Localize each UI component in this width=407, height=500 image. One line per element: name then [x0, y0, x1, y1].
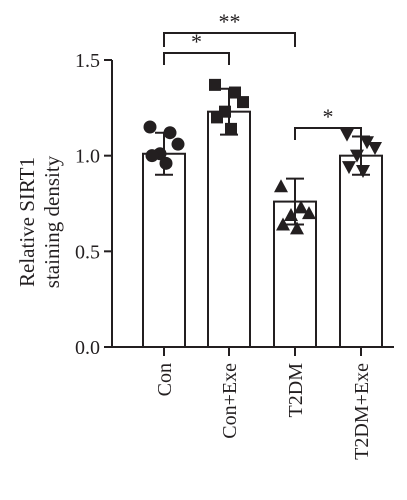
data-point-T2DM+Exe: [342, 161, 356, 175]
data-point-T2DM+Exe: [340, 128, 354, 142]
significance-bracket: *: [163, 29, 230, 65]
data-point-Con+Exe: [209, 78, 221, 91]
data-point-Con+Exe: [229, 86, 241, 99]
data-point-Con: [143, 120, 157, 134]
y-tick-label: 1.5: [75, 50, 100, 72]
x-tick-labels: Con Con+Exe T2DM T2DM+Exe: [154, 363, 373, 460]
x-tick-label: T2DM+Exe: [351, 363, 373, 460]
bar-Con: [142, 152, 186, 348]
y-tick-label: 0.0: [75, 337, 100, 359]
significance-label: *: [323, 104, 334, 129]
y-tick-label: 0.5: [75, 241, 100, 263]
data-point-T2DM+Exe: [350, 149, 364, 163]
bar-T2DM+Exe: [339, 154, 383, 348]
data-point-T2DM: [294, 200, 308, 214]
y-axis-title: Relative SIRT1 staining density: [15, 155, 64, 288]
x-tick-label: Con+Exe: [219, 363, 241, 439]
bracket-line: [294, 127, 362, 140]
x-tick-label: T2DM: [285, 363, 307, 418]
bracket-line: [163, 52, 230, 65]
x-tick-label: Con: [154, 363, 176, 396]
data-point-Con+Exe: [237, 96, 249, 109]
data-point-Con+Exe: [225, 122, 237, 135]
data-point-Con+Exe: [211, 111, 223, 124]
error-bars: [155, 87, 370, 226]
data-point-T2DM: [290, 221, 304, 235]
data-point-Con: [163, 126, 177, 140]
data-point-T2DM: [274, 179, 288, 193]
bracket-line: [163, 32, 296, 47]
data-point-T2DM+Exe: [360, 136, 374, 150]
significance-bracket: **: [163, 9, 296, 47]
data-point-Con: [171, 137, 185, 151]
y-tick-label: 1.0: [75, 146, 100, 168]
significance-label: *: [191, 29, 202, 54]
significance-label: **: [219, 9, 241, 34]
data-point-T2DM+Exe: [356, 164, 370, 178]
data-point-T2DM: [302, 206, 316, 220]
significance-bracket: *: [294, 104, 362, 140]
bars: [142, 110, 383, 348]
significance-brackets: ****: [163, 9, 362, 140]
y-axis-title-line-2: staining density: [40, 155, 64, 288]
bar-Con+Exe: [207, 110, 251, 348]
data-point-T2DM: [276, 217, 290, 231]
y-axis-title-line-1: Relative SIRT1: [15, 157, 39, 287]
data-point-T2DM+Exe: [368, 142, 382, 156]
data-point-Con: [159, 156, 173, 170]
data-points: [143, 78, 382, 235]
data-point-Con: [145, 149, 159, 163]
data-point-T2DM: [284, 207, 298, 221]
